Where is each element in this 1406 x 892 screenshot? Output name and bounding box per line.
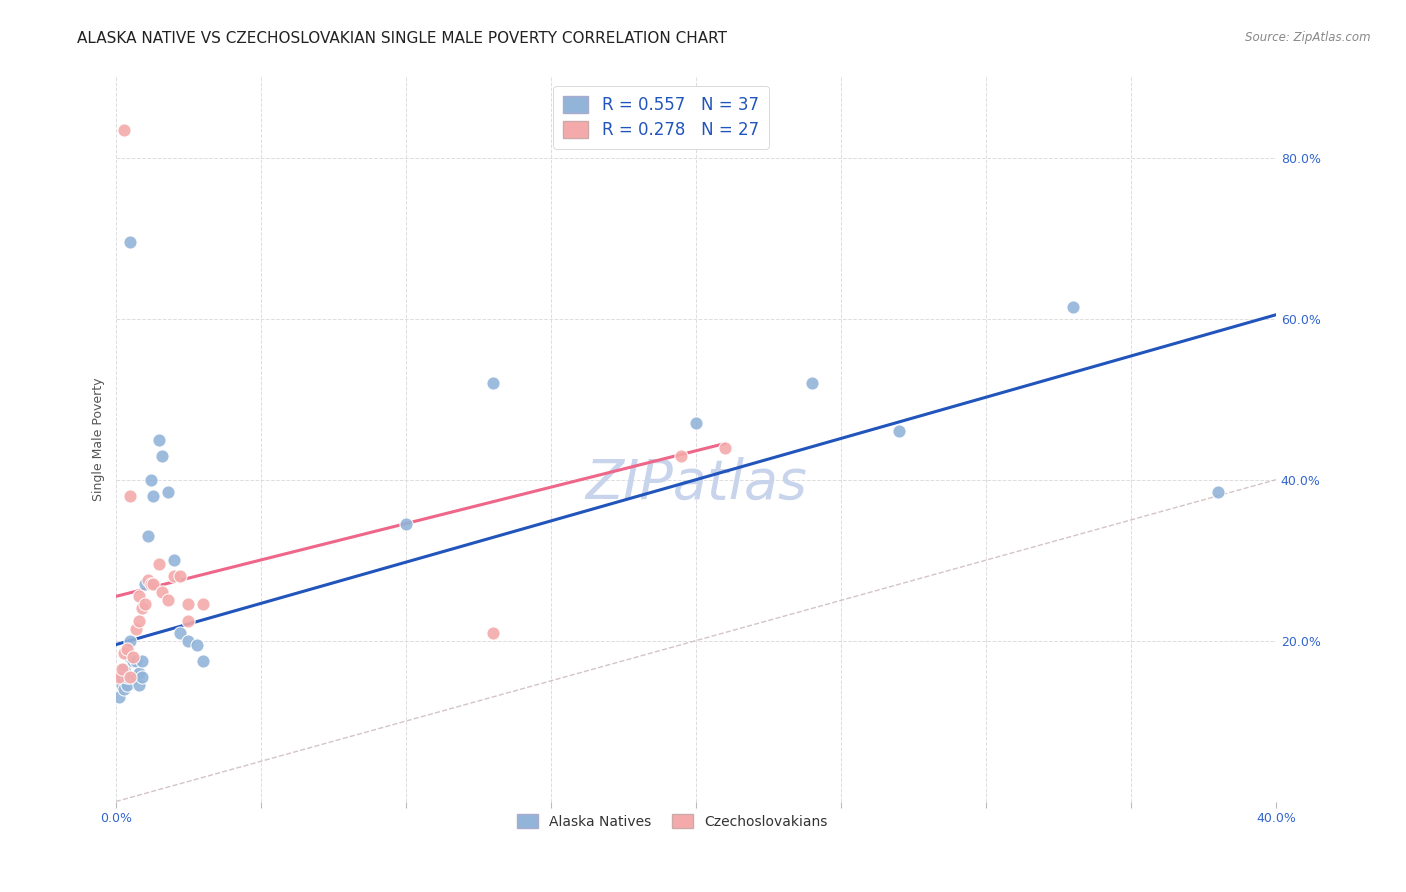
- Point: [131, 670, 153, 684]
- Point: [120, 633, 142, 648]
- Point: [117, 670, 139, 684]
- Point: [800, 376, 823, 391]
- Point: [714, 441, 737, 455]
- Point: [128, 678, 150, 692]
- Point: [887, 425, 910, 439]
- Point: [114, 681, 136, 696]
- Point: [128, 614, 150, 628]
- Point: [150, 449, 173, 463]
- Point: [156, 484, 179, 499]
- Point: [191, 598, 214, 612]
- Point: [125, 622, 148, 636]
- Point: [191, 654, 214, 668]
- Point: [481, 376, 503, 391]
- Point: [139, 577, 162, 591]
- Point: [139, 473, 162, 487]
- Point: [1206, 484, 1229, 499]
- Point: [148, 433, 170, 447]
- Text: ZIPatlas: ZIPatlas: [585, 457, 807, 509]
- Point: [117, 641, 139, 656]
- Point: [163, 553, 186, 567]
- Y-axis label: Single Male Poverty: Single Male Poverty: [93, 377, 105, 501]
- Point: [186, 638, 208, 652]
- Point: [131, 601, 153, 615]
- Point: [107, 690, 129, 704]
- Point: [120, 489, 142, 503]
- Point: [150, 585, 173, 599]
- Point: [125, 670, 148, 684]
- Point: [125, 654, 148, 668]
- Text: Source: ZipAtlas.com: Source: ZipAtlas.com: [1246, 31, 1371, 45]
- Point: [131, 654, 153, 668]
- Point: [128, 590, 150, 604]
- Point: [134, 577, 156, 591]
- Point: [114, 662, 136, 676]
- Point: [177, 633, 200, 648]
- Point: [136, 529, 159, 543]
- Point: [120, 670, 142, 684]
- Point: [117, 678, 139, 692]
- Point: [107, 670, 129, 684]
- Legend: Alaska Natives, Czechoslovakians: Alaska Natives, Czechoslovakians: [512, 808, 834, 834]
- Point: [136, 574, 159, 588]
- Point: [120, 649, 142, 664]
- Point: [1062, 300, 1084, 314]
- Point: [685, 417, 707, 431]
- Point: [110, 662, 132, 676]
- Point: [120, 235, 142, 250]
- Point: [156, 593, 179, 607]
- Point: [671, 449, 693, 463]
- Point: [114, 646, 136, 660]
- Point: [177, 598, 200, 612]
- Point: [114, 122, 136, 136]
- Point: [122, 654, 145, 668]
- Point: [110, 670, 132, 684]
- Point: [134, 598, 156, 612]
- Point: [122, 670, 145, 684]
- Point: [142, 489, 165, 503]
- Point: [169, 569, 191, 583]
- Point: [481, 625, 503, 640]
- Point: [110, 678, 132, 692]
- Point: [163, 569, 186, 583]
- Point: [169, 625, 191, 640]
- Point: [395, 516, 418, 531]
- Point: [148, 558, 170, 572]
- Point: [177, 614, 200, 628]
- Point: [122, 649, 145, 664]
- Point: [128, 665, 150, 680]
- Text: ALASKA NATIVE VS CZECHOSLOVAKIAN SINGLE MALE POVERTY CORRELATION CHART: ALASKA NATIVE VS CZECHOSLOVAKIAN SINGLE …: [77, 31, 727, 46]
- Point: [142, 577, 165, 591]
